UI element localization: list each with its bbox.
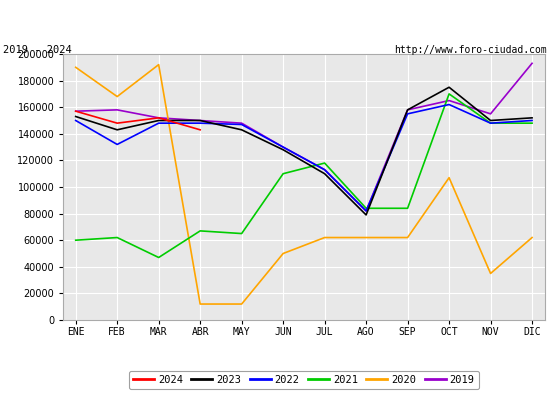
2021 (529, 121, 535, 126)
2024 (155, 116, 162, 120)
Line: 2020: 2020 (76, 65, 532, 304)
2021 (73, 238, 79, 242)
2023 (487, 118, 494, 123)
2020 (321, 235, 328, 240)
Line: 2023: 2023 (76, 87, 532, 215)
2022 (197, 121, 204, 126)
2019 (114, 108, 120, 112)
2021 (238, 231, 245, 236)
Text: http://www.foro-ciudad.com: http://www.foro-ciudad.com (394, 45, 547, 55)
2022 (363, 208, 370, 213)
2021 (404, 206, 411, 211)
2019 (487, 112, 494, 116)
2019 (404, 108, 411, 112)
Line: 2019: 2019 (76, 63, 532, 211)
2021 (155, 255, 162, 260)
2019 (529, 61, 535, 66)
2022 (529, 118, 535, 123)
2019 (155, 116, 162, 120)
2019 (321, 167, 328, 172)
2023 (197, 118, 204, 123)
2021 (363, 206, 370, 211)
2022 (280, 145, 287, 150)
2023 (114, 128, 120, 132)
2019 (73, 109, 79, 114)
2020 (487, 271, 494, 276)
2023 (446, 85, 453, 90)
2020 (363, 235, 370, 240)
2022 (446, 102, 453, 107)
Line: 2022: 2022 (76, 104, 532, 211)
2021 (321, 161, 328, 166)
2022 (404, 112, 411, 116)
2023 (73, 114, 79, 119)
2023 (155, 118, 162, 123)
2020 (155, 62, 162, 67)
Line: 2021: 2021 (76, 94, 532, 258)
2020 (446, 175, 453, 180)
2020 (197, 302, 204, 306)
2020 (529, 235, 535, 240)
2023 (238, 128, 245, 132)
2019 (238, 121, 245, 126)
2022 (73, 118, 79, 123)
Legend: 2024, 2023, 2022, 2021, 2020, 2019: 2024, 2023, 2022, 2021, 2020, 2019 (129, 371, 479, 389)
2023 (363, 212, 370, 217)
2023 (529, 116, 535, 120)
2019 (363, 208, 370, 213)
2022 (238, 122, 245, 127)
2021 (114, 235, 120, 240)
2022 (114, 142, 120, 147)
Line: 2024: 2024 (76, 111, 200, 130)
2019 (280, 145, 287, 150)
2020 (238, 302, 245, 306)
2023 (321, 171, 328, 176)
2021 (487, 121, 494, 126)
2021 (197, 228, 204, 233)
2024 (114, 121, 120, 126)
2022 (155, 121, 162, 126)
2021 (280, 171, 287, 176)
Text: 2019 - 2024: 2019 - 2024 (3, 45, 72, 55)
2024 (73, 109, 79, 114)
Text: Evolucion Nº Turistas Nacionales en el municipio de Granada: Evolucion Nº Turistas Nacionales en el m… (72, 14, 478, 28)
2022 (487, 121, 494, 126)
2020 (73, 65, 79, 70)
2019 (197, 118, 204, 123)
2020 (404, 235, 411, 240)
2019 (446, 98, 453, 103)
2020 (280, 251, 287, 256)
2021 (446, 92, 453, 96)
2022 (321, 167, 328, 172)
2024 (197, 128, 204, 132)
2020 (114, 94, 120, 99)
2023 (280, 147, 287, 152)
2023 (404, 108, 411, 112)
